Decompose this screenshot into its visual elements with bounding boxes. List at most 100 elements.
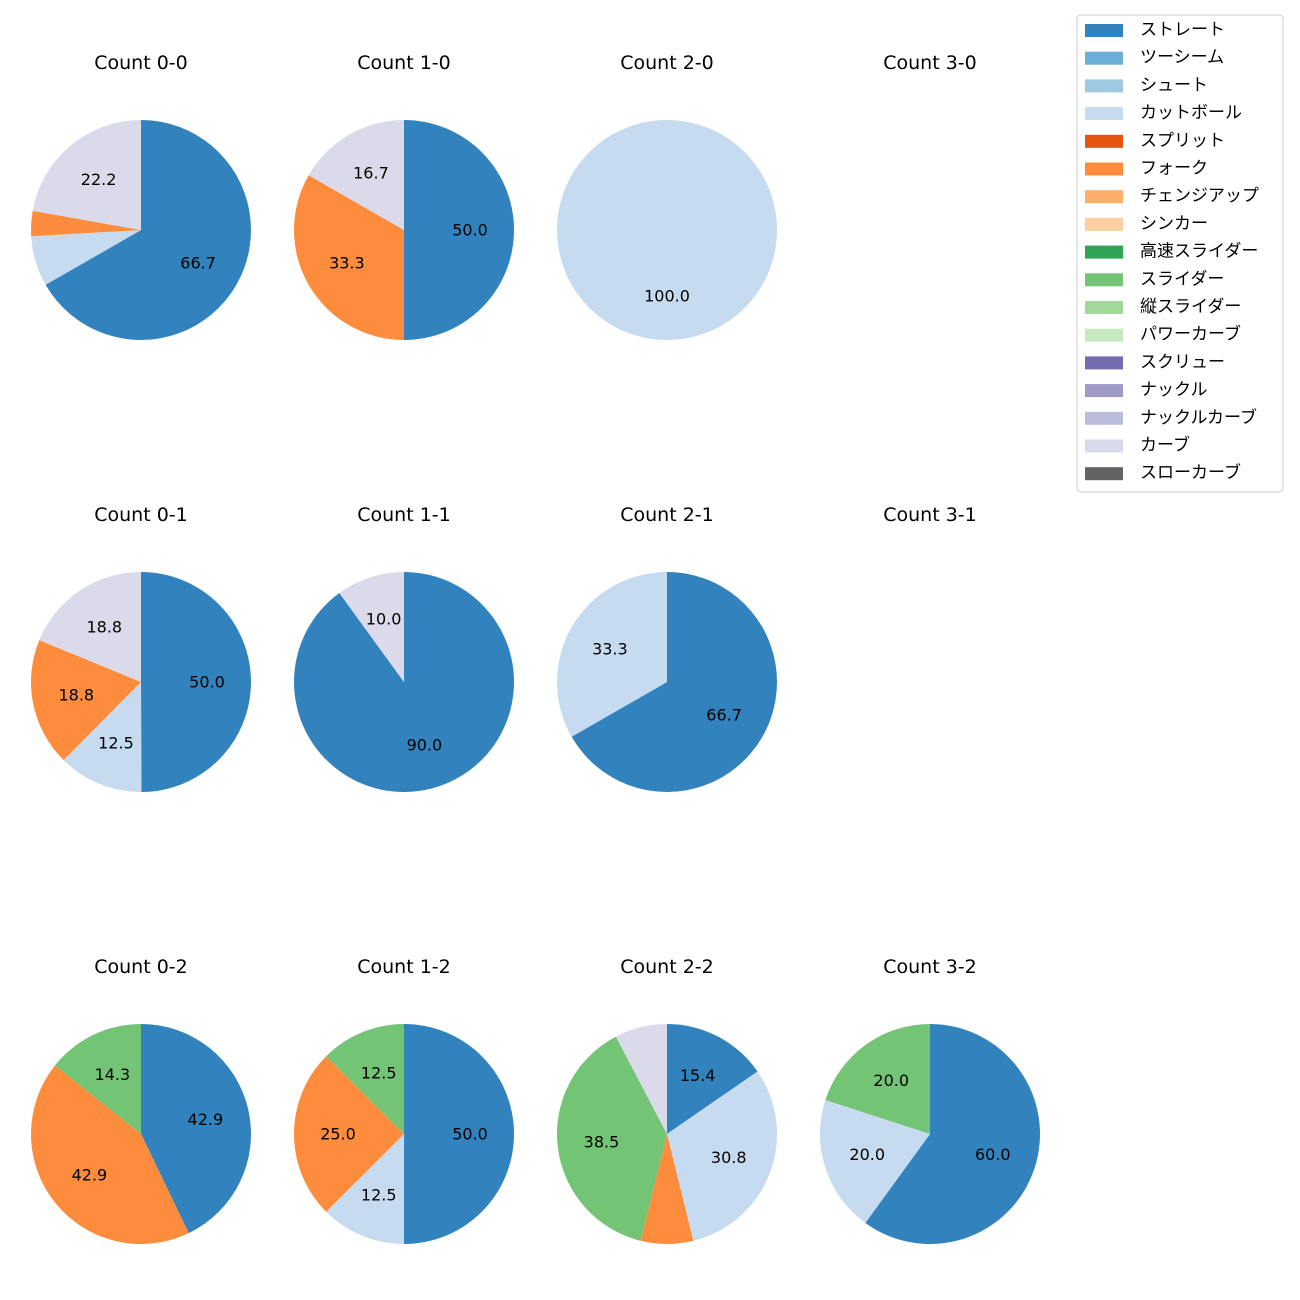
pie-slice xyxy=(571,572,777,792)
legend-label: スプリット xyxy=(1140,131,1225,151)
legend-label: スクリュー xyxy=(1140,352,1225,372)
pie-title: Count 1-1 xyxy=(357,504,451,526)
legend-label: カットボール xyxy=(1140,103,1242,123)
slice-label: 10.0 xyxy=(366,610,402,629)
pie-chart: Count 0-0 66.7 22.2 xyxy=(30,52,252,340)
pie-slice xyxy=(825,1024,930,1134)
slice-label: 90.0 xyxy=(407,735,443,754)
pie-title: Count 1-2 xyxy=(357,956,451,978)
pie-slice xyxy=(141,1024,251,1234)
pie-title: Count 2-0 xyxy=(620,52,714,74)
slice-label: 18.8 xyxy=(58,686,94,705)
legend-item: スクリュー xyxy=(1085,352,1225,372)
slice-label: 42.9 xyxy=(188,1110,224,1129)
legend-item: スライダー xyxy=(1085,269,1224,289)
legend-label: スローカーブ xyxy=(1140,462,1241,483)
legend-swatch xyxy=(1085,328,1123,342)
slice-label: 38.5 xyxy=(584,1132,620,1151)
pie-slice xyxy=(32,120,141,230)
legend-swatch xyxy=(1085,439,1123,453)
legend-swatch xyxy=(1085,51,1123,65)
pie-slice xyxy=(339,572,404,682)
pie-grid: Count 0-0 66.7 22.2 Count 1-0 50.0 33.3 16.7 Co… xyxy=(30,52,1040,1244)
legend-swatch xyxy=(1085,356,1123,370)
pie-title: Count 2-2 xyxy=(620,956,714,978)
pie-slice xyxy=(640,1134,694,1244)
pie-chart: Count 0-1 50.0 12.5 18.8 18.8 xyxy=(30,504,251,792)
slice-label: 16.7 xyxy=(353,163,389,182)
legend-swatch xyxy=(1085,384,1123,398)
legend-label: 高速スライダー xyxy=(1140,242,1258,262)
pie-title: Count 0-2 xyxy=(94,956,188,978)
legend: ストレートツーシームシュートカットボールスプリットフォークチェンジアップシンカー… xyxy=(1076,14,1284,493)
pie-chart: Count 1-2 50.0 12.5 25.0 12.5 xyxy=(294,956,514,1244)
legend-item: フォーク xyxy=(1085,159,1208,179)
legend-label: カーブ xyxy=(1140,435,1190,456)
pie-title: Count 1-0 xyxy=(357,52,451,74)
slice-label: 100.0 xyxy=(644,287,690,306)
legend-label: ストレート xyxy=(1140,20,1225,40)
slice-label: 20.0 xyxy=(849,1145,885,1164)
legend-label: ナックルカーブ xyxy=(1140,407,1257,428)
pie-slice xyxy=(326,1024,404,1134)
legend-item: スプリット xyxy=(1085,131,1225,151)
pie-title: Count 3-2 xyxy=(883,956,977,978)
legend-item: シンカー xyxy=(1085,214,1208,234)
pie-chart: Count 1-1 90.0 10.0 xyxy=(293,504,514,792)
pie-title: Count 3-1 xyxy=(883,504,977,526)
legend-label: ナックル xyxy=(1140,380,1208,400)
legend-item: 縦スライダー xyxy=(1085,297,1241,317)
pie-slice xyxy=(308,120,404,230)
slice-label: 50.0 xyxy=(452,221,488,240)
legend-label: シュート xyxy=(1140,75,1208,95)
slice-label: 66.7 xyxy=(706,706,742,725)
pie-chart: Count 1-0 50.0 33.3 16.7 xyxy=(294,52,514,340)
pie-slice xyxy=(667,1024,758,1134)
pie-chart: Count 2-1 66.7 33.3 xyxy=(556,504,777,792)
legend-swatch xyxy=(1085,467,1123,481)
pie-slice xyxy=(31,1065,189,1244)
pie-slice xyxy=(30,210,141,237)
slice-label: 30.8 xyxy=(711,1148,747,1167)
slice-label: 60.0 xyxy=(975,1145,1011,1164)
pie-chart: Count 3-0 xyxy=(883,52,977,74)
pie-title: Count 3-0 xyxy=(883,52,977,74)
legend-label: シンカー xyxy=(1140,214,1208,234)
pie-slice xyxy=(39,572,141,682)
pie-slice xyxy=(557,120,777,340)
legend-swatch xyxy=(1085,24,1123,37)
legend-item: ナックルカーブ xyxy=(1085,407,1257,428)
legend-swatch xyxy=(1085,411,1123,425)
legend-label: パワーカーブ xyxy=(1140,324,1241,345)
legend-swatch xyxy=(1085,134,1123,148)
pie-slice xyxy=(54,1024,141,1134)
pie-slice xyxy=(294,175,404,340)
slice-label: 12.5 xyxy=(361,1064,397,1083)
slice-label: 14.3 xyxy=(95,1065,131,1084)
pie-slice xyxy=(141,572,251,792)
pie-slice xyxy=(556,572,667,737)
legend-item: ストレート xyxy=(1085,20,1225,40)
slice-label: 15.4 xyxy=(680,1066,716,1085)
slice-label: 18.8 xyxy=(86,618,122,637)
pie-title: Count 0-0 xyxy=(94,52,188,74)
legend-label: フォーク xyxy=(1140,159,1208,179)
slice-label: 66.7 xyxy=(180,254,216,273)
slice-label: 12.5 xyxy=(98,734,134,753)
legend-swatch xyxy=(1085,273,1123,287)
pie-chart: Count 2-2 15.4 30.8 38.5 xyxy=(557,956,777,1244)
pie-slice xyxy=(293,572,514,792)
legend-frame xyxy=(1076,14,1284,493)
pie-title: Count 0-1 xyxy=(94,504,188,526)
legend-item: ナックル xyxy=(1085,380,1208,400)
slice-label: 33.3 xyxy=(592,639,628,658)
pie-chart: Count 3-2 60.0 20.0 20.0 xyxy=(820,956,1040,1244)
slice-label: 22.2 xyxy=(81,170,117,189)
legend-swatch xyxy=(1085,301,1123,314)
pie-slice xyxy=(557,1036,667,1241)
pie-slice xyxy=(865,1024,1040,1244)
legend-item: チェンジアップ xyxy=(1085,186,1259,206)
legend-label: チェンジアップ xyxy=(1140,186,1259,206)
pie-slice xyxy=(30,640,141,761)
